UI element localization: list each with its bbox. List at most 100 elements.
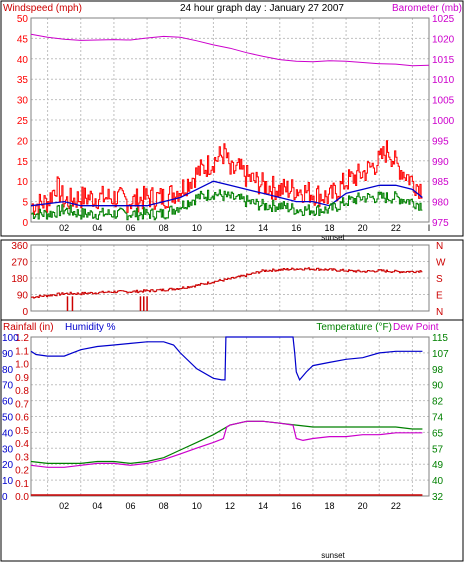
series-wind-direction bbox=[31, 267, 423, 299]
series-barometer bbox=[30, 33, 430, 67]
rain-tick-label: 1.1 bbox=[15, 346, 29, 357]
temp-tick-label: 57 bbox=[432, 444, 444, 455]
compass-tick-label: N bbox=[436, 241, 443, 252]
rain-tick-label: 0.5 bbox=[15, 426, 29, 437]
x-tick-label: 04 bbox=[92, 501, 102, 511]
baro-tick-label: 1010 bbox=[432, 75, 455, 86]
rain-tick-label: 0.9 bbox=[15, 373, 29, 384]
x-tick-label: 10 bbox=[192, 501, 202, 511]
graph-title: 24 hour graph day : January 27 2007 bbox=[180, 3, 344, 14]
wind-tick-label: 30 bbox=[17, 96, 29, 107]
direction-tick-label: 180 bbox=[11, 274, 28, 285]
x-tick-label: 20 bbox=[358, 223, 368, 233]
baro-tick-label: 1025 bbox=[432, 14, 455, 25]
rain-tick-label: 1.2 bbox=[15, 333, 29, 344]
plot-frame bbox=[30, 17, 430, 223]
wind-y-axis-ticks: 0 5 10 15 20 25 30 35 40 45 50 bbox=[17, 14, 29, 229]
humidity-axis-label: Humidity % bbox=[65, 322, 116, 333]
rain-tick-label: 0.7 bbox=[15, 399, 29, 410]
wind-grid bbox=[30, 17, 430, 223]
direction-y-axis-ticks: 0 90 180 270 360 bbox=[11, 241, 28, 318]
series-wind bbox=[31, 140, 423, 215]
rain-y-axis-ticks: 0.0 0.1 0.2 0.3 0.4 0.5 0.6 0.7 0.8 0.9 1.0 1.1 1.2 bbox=[15, 333, 29, 503]
series-humidity bbox=[30, 336, 423, 382]
direction-tick-label: 90 bbox=[17, 291, 29, 302]
baro-tick-label: 1005 bbox=[432, 96, 455, 107]
baro-tick-label: 995 bbox=[432, 136, 449, 147]
humidity-tick-label: 0 bbox=[2, 492, 8, 503]
temp-tick-label: 82 bbox=[432, 397, 444, 408]
x-tick-label: 14 bbox=[258, 501, 268, 511]
temp-tick-label: 40 bbox=[432, 476, 444, 487]
compass-tick-label: E bbox=[436, 291, 443, 302]
humidity-tick-label: 30 bbox=[2, 444, 14, 455]
direction-tick-label: 0 bbox=[22, 307, 28, 318]
wind-tick-label: 0 bbox=[22, 218, 28, 229]
temp-tick-label: 65 bbox=[432, 428, 444, 439]
wind-tick-label: 5 bbox=[22, 198, 28, 209]
temp-humidity-panel bbox=[0, 319, 464, 562]
direction-grid bbox=[30, 244, 430, 312]
rain-tick-label: 1.0 bbox=[15, 360, 29, 371]
rain-tick-label: 0.8 bbox=[15, 386, 29, 397]
temp-tick-label: 90 bbox=[432, 381, 444, 392]
sunset-annotation-2: sunset bbox=[321, 551, 345, 560]
wind-tick-label: 15 bbox=[17, 157, 29, 168]
temp-tick-label: 74 bbox=[432, 413, 444, 424]
baro-tick-label: 975 bbox=[432, 218, 449, 229]
baro-y-axis-ticks: 975 980 985 990 995 1000 1005 1010 1015 1020 1025 bbox=[432, 14, 455, 229]
wind-series bbox=[30, 33, 430, 221]
x-tick-label: 22 bbox=[391, 501, 401, 511]
wind-tick-label: 10 bbox=[17, 177, 29, 188]
x-tick-label: I bbox=[428, 223, 431, 233]
temp-tick-label: 32 bbox=[432, 492, 444, 503]
plot-frame bbox=[30, 244, 430, 312]
x-tick-label: 18 bbox=[324, 501, 334, 511]
dewpoint-axis-label: Dew Point bbox=[393, 322, 439, 333]
x-tick-label: 16 bbox=[291, 223, 301, 233]
direction-tick-label: 360 bbox=[11, 241, 28, 252]
rain-tick-label: 0.1 bbox=[15, 479, 29, 490]
wind-tick-label: 20 bbox=[17, 136, 29, 147]
x-tick-label: 22 bbox=[391, 223, 401, 233]
wind-tick-label: 40 bbox=[17, 55, 29, 66]
temp-tick-label: 98 bbox=[432, 365, 444, 376]
temp-x-axis-ticks: 02 04 06 08 10 12 14 16 18 20 22 bbox=[59, 501, 401, 511]
wind-tick-label: 45 bbox=[17, 34, 29, 45]
humidity-tick-label: 40 bbox=[2, 428, 14, 439]
wind-tick-label: 50 bbox=[17, 14, 29, 25]
rain-tick-label: 0.4 bbox=[15, 439, 29, 450]
temp-tick-label: 115 bbox=[432, 333, 448, 344]
wind-tick-label: 25 bbox=[17, 116, 29, 127]
x-tick-label: 14 bbox=[258, 223, 268, 233]
x-tick-label: 02 bbox=[59, 223, 69, 233]
x-tick-label: 12 bbox=[225, 501, 235, 511]
series-gust bbox=[31, 189, 423, 221]
series-dew-point bbox=[30, 420, 423, 468]
temp-tick-label: 49 bbox=[432, 460, 444, 471]
x-tick-label: 20 bbox=[358, 501, 368, 511]
wind-x-axis-ticks: 02 04 06 08 10 12 14 16 18 20 22 I bbox=[59, 223, 430, 233]
baro-tick-label: 1020 bbox=[432, 34, 455, 45]
temp-y-axis-ticks: 32 40 49 57 65 74 82 90 98 107 115 bbox=[432, 333, 449, 503]
compass-tick-label: N bbox=[436, 307, 443, 318]
humidity-tick-label: 90 bbox=[2, 349, 14, 360]
baro-tick-label: 1015 bbox=[432, 55, 455, 66]
temp-tick-label: 107 bbox=[432, 349, 449, 360]
temp-grid bbox=[30, 336, 430, 497]
x-tick-label: 04 bbox=[92, 223, 102, 233]
wind-direction-panel bbox=[0, 239, 464, 322]
rain-tick-label: 0.3 bbox=[15, 452, 29, 463]
humidity-tick-label: 60 bbox=[2, 397, 14, 408]
temperature-axis-label: Temperature (°F) bbox=[316, 322, 392, 333]
baro-tick-label: 1000 bbox=[432, 116, 455, 127]
sunset-annotation: sunset bbox=[321, 233, 345, 242]
x-tick-label: 10 bbox=[192, 223, 202, 233]
windspeed-axis-label: Windspeed (mph) bbox=[3, 3, 82, 14]
humidity-tick-label: 80 bbox=[2, 365, 14, 376]
rain-tick-label: 0.0 bbox=[15, 492, 29, 503]
temp-series bbox=[30, 336, 423, 496]
x-tick-label: 06 bbox=[125, 501, 135, 511]
